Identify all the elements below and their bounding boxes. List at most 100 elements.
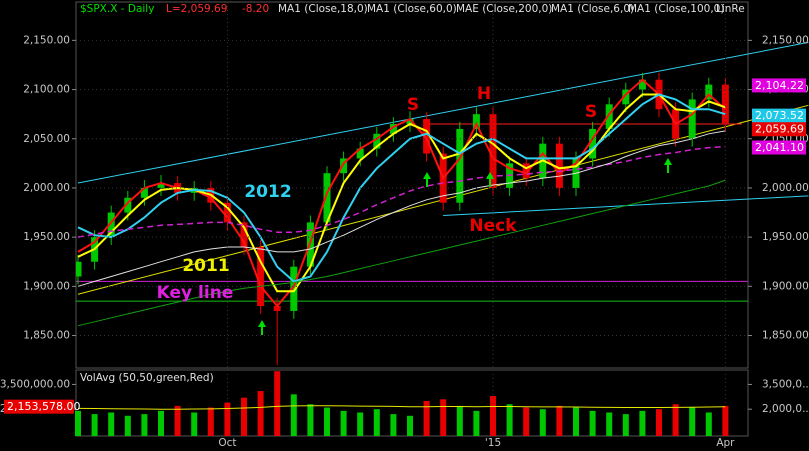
volume-bar (506, 404, 513, 436)
price-tag-label: 2,059.69 (755, 123, 804, 136)
candle-body (423, 119, 431, 154)
volume-bar (705, 412, 712, 436)
candle-body (76, 261, 82, 277)
volume-bar (606, 412, 613, 436)
price-tag-label: 2,073.52 (755, 109, 804, 122)
volume-bar (473, 410, 480, 436)
volume-bar (672, 404, 679, 436)
candle-body (605, 104, 613, 129)
annotation: H (477, 84, 491, 104)
annotation: S (407, 95, 419, 115)
x-tick-label: Oct (218, 437, 236, 449)
series-line (77, 93, 726, 293)
study: MA1 (Close,18,0) (278, 3, 368, 15)
volume-bar (324, 407, 330, 436)
volume-bar (191, 412, 198, 436)
candle-body (223, 202, 231, 223)
volume-bar (274, 371, 281, 436)
volume-bar (224, 402, 231, 436)
y-tick-label: 2,000,0... (762, 403, 809, 415)
volume-title: VolAvg (50,50,green,Red) (80, 372, 214, 384)
volume-bar (689, 407, 696, 436)
arrow (423, 172, 431, 187)
volume-tag (4, 399, 74, 414)
arrow (664, 158, 672, 173)
y-tick-label: 1,850.00 (762, 330, 809, 342)
y-tick-label: 1,950.00 (23, 231, 70, 243)
candle-body (705, 84, 713, 100)
price-tag (752, 78, 806, 93)
volume-bar (373, 409, 380, 436)
volume-bar (539, 409, 546, 436)
last-price: L=2,059.69 (166, 3, 227, 15)
volume-bar (440, 399, 447, 436)
volume-bar (589, 410, 596, 436)
candle-body (124, 197, 132, 213)
candle-body (522, 163, 530, 179)
series-line (77, 145, 726, 238)
volume-bar (390, 414, 397, 436)
y-tick-label: 2,150.00 (23, 34, 70, 46)
annotation: 2011 (182, 256, 229, 276)
candle-body (389, 124, 397, 134)
arrow (486, 172, 494, 187)
volume-bar (639, 410, 646, 436)
volume-bar (257, 391, 264, 436)
price-layer (76, 41, 809, 366)
volume-bar (456, 405, 463, 436)
price-tag-label: 2,041.10 (755, 141, 804, 154)
volume-bar (141, 414, 148, 436)
study: MA1 (Close,6,0) (551, 3, 634, 15)
candle-body (157, 183, 165, 188)
price-tag (752, 122, 806, 137)
price-panel (75, 1, 749, 369)
study: MAE (Close,200,0) (456, 3, 552, 15)
candle-body (257, 246, 265, 307)
volume-bar (75, 410, 81, 436)
annotation: 2012 (244, 182, 291, 202)
y-tick-label: 1,900.00 (762, 280, 809, 292)
study: MA1 (Close,100,0) (628, 3, 724, 15)
volume-bar (174, 405, 181, 436)
trendline (77, 41, 809, 184)
volume-average (77, 405, 726, 410)
volume-bar (357, 412, 364, 436)
price-tag-label: 2,104.22 (755, 79, 804, 92)
y-tick-label: 3,500,0... (762, 378, 809, 390)
series-line (77, 130, 726, 287)
volume-bar (290, 394, 297, 436)
series-line (77, 93, 726, 283)
candle-body (356, 148, 364, 159)
volume-bar (124, 415, 131, 436)
volume-bar (656, 409, 662, 436)
x-tick-label: '15 (485, 437, 501, 449)
candle-body (107, 212, 115, 238)
candle-body (406, 119, 414, 124)
y-tick-label: 2,100.00 (23, 84, 70, 96)
change: -8.20 (242, 3, 269, 15)
candle-body (323, 173, 331, 223)
volume-bar (622, 414, 629, 436)
volume-bar (556, 405, 563, 436)
y-tick-label: 3,500,000.00 (0, 378, 70, 390)
volume-bar (91, 414, 98, 436)
volume-tag-label: 2,153,578.00 (7, 400, 80, 413)
candle-body (240, 222, 248, 247)
volume-bar (407, 415, 413, 436)
candle-body (721, 84, 729, 124)
x-tick-label: Apr (716, 437, 735, 449)
volume-bar (158, 410, 164, 436)
volume-bar (523, 407, 530, 436)
study: MA1 (Close,60,0) (367, 3, 457, 15)
volume-bar (207, 407, 214, 436)
volume-bar (573, 407, 579, 436)
volume-bar (108, 412, 115, 436)
arrows (258, 158, 672, 335)
volume-bar (722, 405, 729, 436)
candle-body (273, 306, 281, 311)
volume-bar (307, 404, 314, 436)
y-tick-label: 2,050.00 (23, 133, 70, 145)
price-tag (752, 108, 806, 123)
candle-body (688, 99, 696, 139)
